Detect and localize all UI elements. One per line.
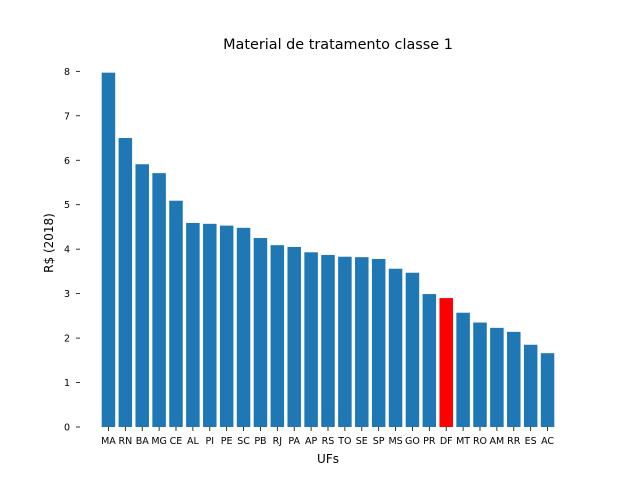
bar-pi — [203, 223, 217, 427]
bar-sc — [236, 227, 251, 427]
bar-ro — [473, 322, 487, 427]
y-axis-label: R$ (2018) — [42, 213, 56, 273]
y-tick-label: 0 — [64, 423, 70, 434]
x-tick-label-pi: PI — [206, 436, 215, 447]
x-tick-label-ms: MS — [388, 436, 402, 447]
x-tick-label-go: GO — [405, 436, 420, 447]
y-tick-label: 8 — [64, 67, 70, 78]
bar-mt — [456, 312, 470, 427]
x-axis: MA RN BA MG CE AL PI PE SC PB RJ PA AP RS TO SE SP MS GO PR… — [101, 427, 554, 447]
bar-ms — [388, 268, 403, 427]
y-tick-label: 6 — [64, 156, 70, 167]
y-tick-label: 1 — [64, 378, 70, 389]
x-tick-label-df: DF — [440, 436, 453, 447]
bars — [101, 72, 555, 427]
y-tick-label: 2 — [64, 334, 70, 345]
x-tick-label-am: AM — [490, 436, 505, 447]
x-tick-label-ac: AC — [541, 436, 554, 447]
x-tick-label-es: ES — [525, 436, 537, 447]
y-tick-label: 4 — [64, 245, 70, 256]
x-tick-label-ce: CE — [170, 436, 183, 447]
bar-pb — [253, 238, 268, 427]
bar-ba — [135, 164, 149, 427]
bar-rj — [270, 245, 285, 427]
bar-pr — [422, 294, 437, 427]
x-tick-label-pa: PA — [288, 436, 300, 447]
x-axis-label: UFs — [317, 452, 339, 466]
x-tick-label-ro: RO — [473, 436, 487, 447]
bar-rs — [321, 254, 335, 427]
bar-ac — [540, 353, 555, 427]
y-tick-label: 7 — [64, 111, 70, 122]
x-tick-label-pr: PR — [423, 436, 436, 447]
x-tick-label-rr: RR — [507, 436, 521, 447]
bar-sp — [371, 258, 386, 427]
x-tick-label-pb: PB — [254, 436, 266, 447]
bar-df — [439, 298, 453, 427]
x-tick-label-ma: MA — [101, 436, 116, 447]
bar-pe — [219, 225, 234, 427]
bar-to — [338, 256, 352, 427]
bar-se — [355, 257, 369, 427]
x-tick-label-pe: PE — [221, 436, 233, 447]
y-tick-label: 5 — [64, 200, 70, 211]
x-tick-label-ap: AP — [305, 436, 317, 447]
x-tick-label-rn: RN — [118, 436, 132, 447]
x-tick-label-rs: RS — [322, 436, 335, 447]
y-tick-label: 3 — [64, 289, 70, 300]
bar-ce — [169, 200, 183, 427]
x-tick-label-sc: SC — [237, 436, 250, 447]
x-tick-label-rj: RJ — [273, 436, 282, 447]
x-tick-label-ba: BA — [136, 436, 150, 447]
x-tick-label-se: SE — [356, 436, 368, 447]
x-tick-label-sp: SP — [373, 436, 385, 447]
bar-am — [490, 327, 504, 427]
bar-al — [186, 222, 200, 427]
bar-es — [523, 344, 538, 427]
y-axis: 0 1 2 3 4 5 6 7 8 — [64, 67, 80, 434]
bar-ap — [304, 252, 318, 427]
bar-mg — [152, 173, 166, 427]
x-tick-label-al: AL — [187, 436, 199, 447]
x-tick-label-mt: MT — [456, 436, 470, 447]
chart-title: Material de tratamento classe 1 — [223, 37, 453, 53]
bar-go — [405, 272, 420, 427]
x-tick-label-mg: MG — [151, 436, 167, 447]
bar-rr — [507, 331, 521, 427]
bar-rn — [118, 138, 133, 427]
bar-pa — [287, 246, 301, 427]
x-tick-label-to: TO — [337, 436, 351, 447]
bar-ma — [101, 72, 116, 427]
